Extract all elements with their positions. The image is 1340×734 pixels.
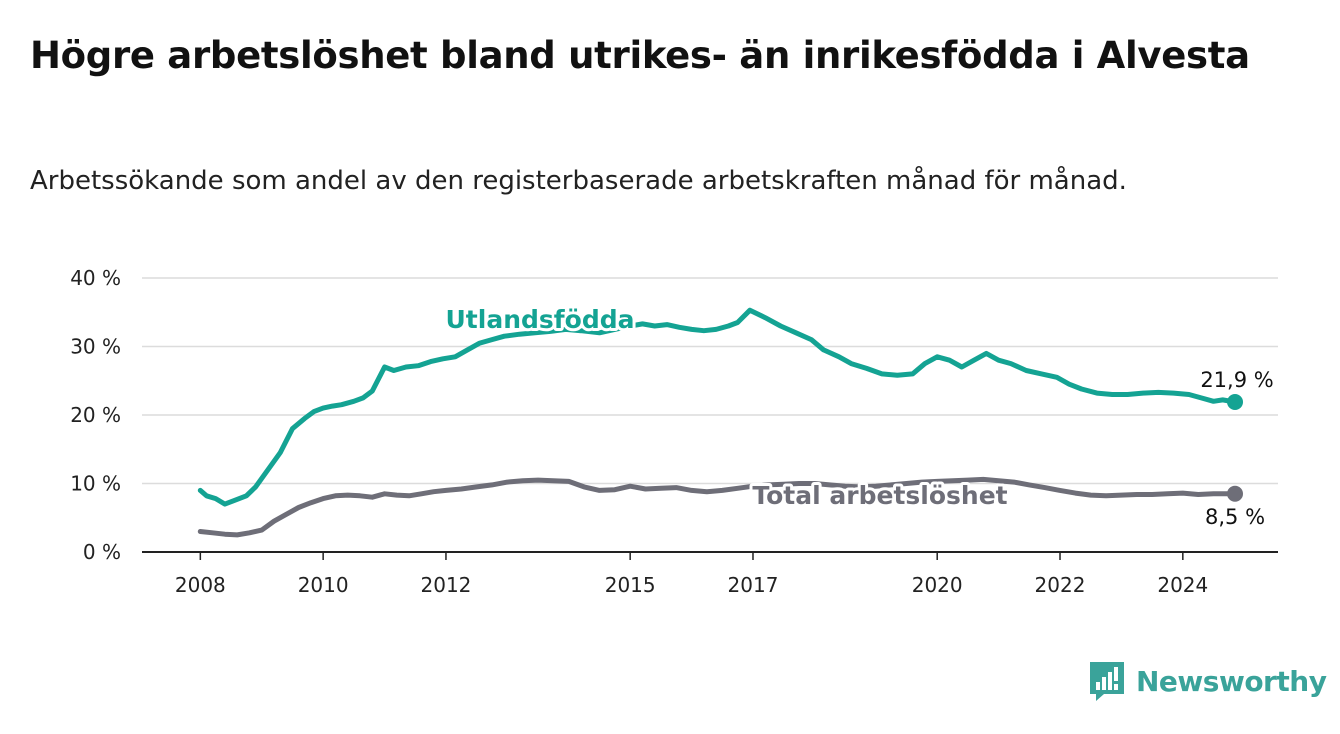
newsworthy-logo-icon bbox=[1090, 662, 1124, 701]
end-value-label-utlandsfodda: 21,9 % bbox=[1200, 368, 1273, 392]
x-tick-label: 2024 bbox=[1157, 573, 1208, 597]
x-tick-label: 2008 bbox=[175, 573, 226, 597]
series-line-total bbox=[197, 476, 1238, 538]
brand-name: Newsworthy bbox=[1136, 664, 1327, 698]
end-point-utlandsfodda bbox=[1227, 393, 1244, 410]
end-value-label-total: 8,5 % bbox=[1205, 505, 1265, 529]
brand-logo: Newsworthy bbox=[1088, 660, 1327, 702]
series-label-utlandsfodda: Utlandsfödda bbox=[446, 305, 635, 334]
grid-lines bbox=[142, 277, 1278, 485]
chart-subtitle: Arbetssökande som andel av den registerb… bbox=[30, 166, 1127, 196]
chart-title: Högre arbetslöshet bland utrikes- än inr… bbox=[30, 34, 1250, 77]
y-tick-label: 40 % bbox=[70, 266, 121, 290]
x-tick-label: 2020 bbox=[912, 573, 963, 597]
x-tick-label: 2010 bbox=[298, 573, 349, 597]
line-chart: 0 % 10 % 20 % 30 % 40 % 2008 2010 2012 2015 2017… bbox=[70, 266, 1278, 597]
y-tick-label: 0 % bbox=[83, 540, 121, 564]
x-tick-label: 2022 bbox=[1035, 573, 1086, 597]
end-point-total bbox=[1227, 485, 1244, 502]
y-tick-label: 10 % bbox=[70, 472, 121, 496]
y-tick-label: 30 % bbox=[70, 335, 121, 359]
series-label-total: Total arbetslöshet bbox=[752, 481, 1007, 510]
y-tick-label: 20 % bbox=[70, 403, 121, 427]
x-tick-label: 2015 bbox=[605, 573, 656, 597]
series-labels: Utlandsfödda Total arbetslöshet 21,9 % 8,5 … bbox=[443, 302, 1274, 529]
series-lines bbox=[197, 307, 1244, 538]
y-axis-ticks: 0 % 10 % 20 % 30 % 40 % bbox=[70, 266, 121, 564]
x-tick-label: 2012 bbox=[421, 573, 472, 597]
x-axis-ticks: 2008 2010 2012 2015 2017 2020 2022 2024 bbox=[175, 552, 1208, 597]
series-line-utlandsfodda bbox=[197, 307, 1238, 507]
x-tick-label: 2017 bbox=[728, 573, 779, 597]
